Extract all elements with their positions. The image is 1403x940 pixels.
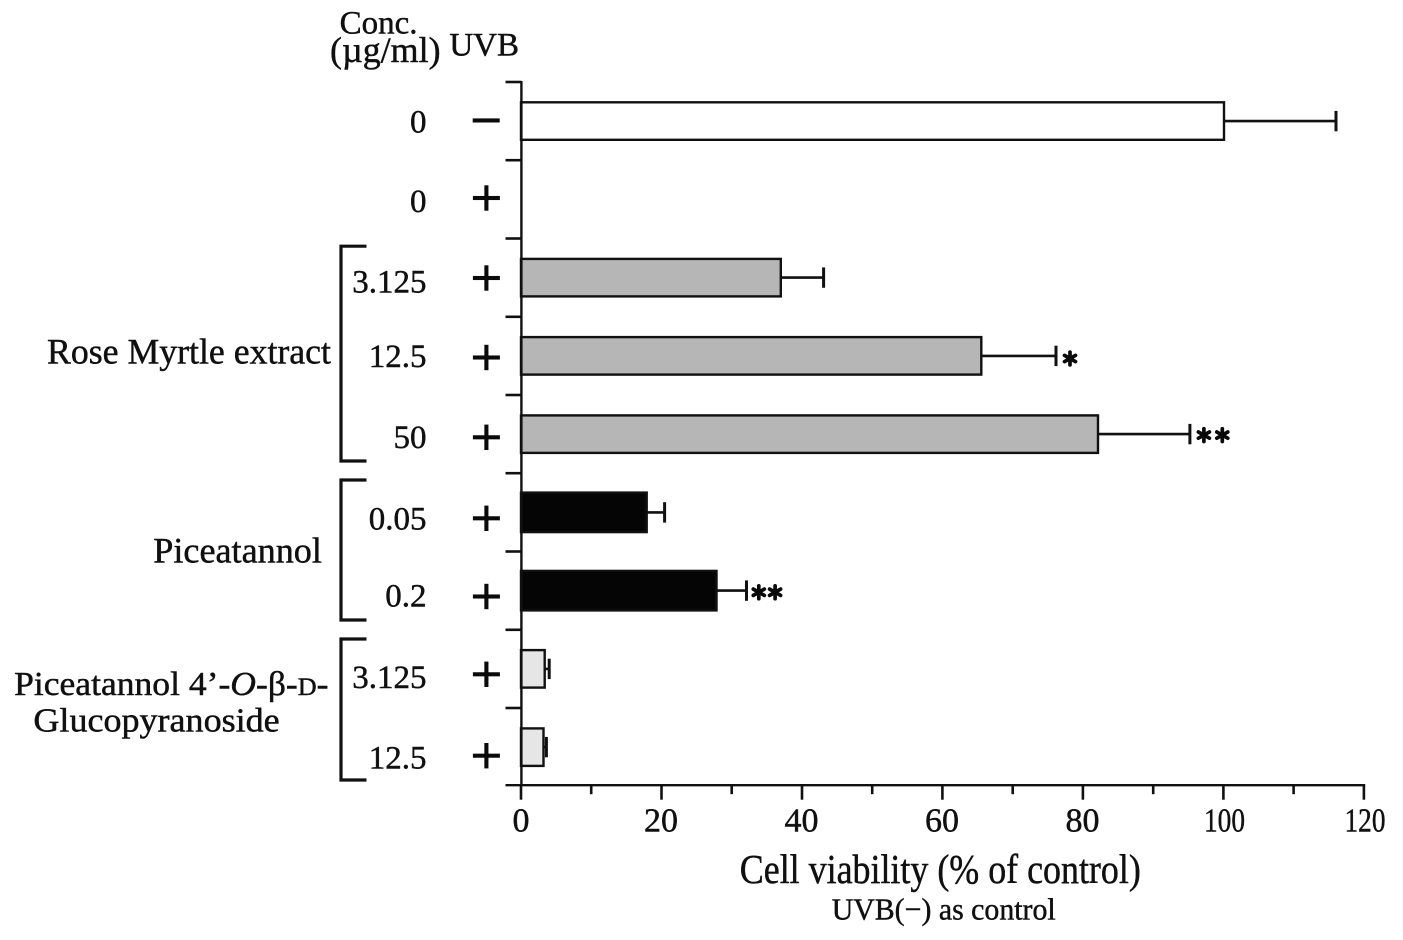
- svg-text:Cell viability (% of control): Cell viability (% of control): [740, 846, 1141, 893]
- svg-text:Piceatannol: Piceatannol: [153, 530, 322, 570]
- svg-text:0: 0: [513, 803, 530, 840]
- svg-text:UVB: UVB: [449, 27, 519, 63]
- svg-text:0: 0: [410, 105, 427, 141]
- svg-text:3.125: 3.125: [352, 660, 426, 696]
- svg-text:0: 0: [410, 184, 427, 220]
- svg-text:12.5: 12.5: [369, 339, 427, 375]
- svg-text:Glucopyranoside: Glucopyranoside: [33, 703, 279, 740]
- svg-text:(µg/ml): (µg/ml): [330, 30, 441, 70]
- svg-text:0.05: 0.05: [369, 502, 427, 538]
- svg-text:Rose Myrtle extract: Rose Myrtle extract: [47, 332, 331, 372]
- svg-text:80: 80: [1066, 803, 1100, 840]
- svg-text:0.2: 0.2: [385, 579, 426, 615]
- svg-text:40: 40: [785, 803, 819, 840]
- svg-text:12.5: 12.5: [369, 741, 427, 777]
- svg-text:Piceatannol 4’-O-β-D-: Piceatannol 4’- O-β-D-: [14, 666, 328, 703]
- svg-text:Conc.: Conc.: [340, 6, 418, 42]
- svg-text:UVB(−) as control: UVB(−) as control: [832, 891, 1056, 926]
- svg-text:100: 100: [1204, 803, 1245, 840]
- svg-text:120: 120: [1345, 803, 1386, 840]
- svg-text:3.125: 3.125: [352, 264, 426, 300]
- svg-text:20: 20: [644, 803, 678, 840]
- svg-text:50: 50: [394, 420, 427, 456]
- svg-text:60: 60: [925, 803, 959, 840]
